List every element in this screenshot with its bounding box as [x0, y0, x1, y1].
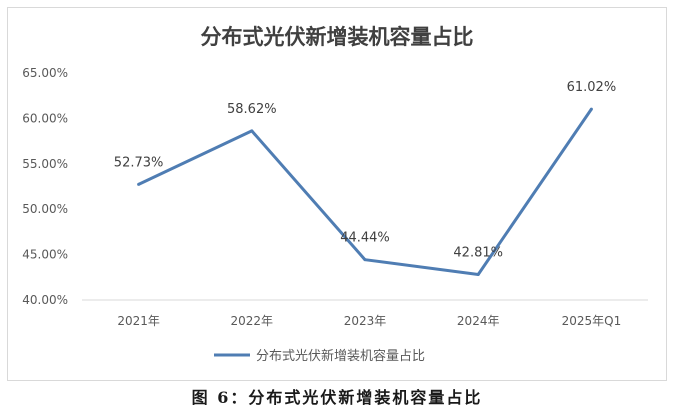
data-point: [137, 182, 141, 186]
x-tick-label: 2025年Q1: [562, 314, 622, 328]
y-tick-label: 40.00%: [22, 293, 68, 307]
y-tick-label: 50.00%: [22, 202, 68, 216]
y-tick-label: 55.00%: [22, 157, 68, 171]
legend-label: 分布式光伏新增装机容量占比: [256, 348, 425, 364]
data-point: [363, 258, 367, 262]
y-tick-label: 60.00%: [22, 111, 68, 125]
data-label: 58.62%: [227, 102, 277, 117]
x-tick-label: 2023年: [344, 314, 387, 328]
chart-title: 分布式光伏新增装机容量占比: [201, 25, 474, 49]
data-point: [476, 272, 480, 276]
chart-frame: [7, 7, 667, 381]
data-label: 44.44%: [340, 231, 390, 246]
data-label: 42.81%: [453, 245, 503, 260]
data-point: [589, 107, 593, 111]
legend: 分布式光伏新增装机容量占比: [214, 348, 425, 364]
x-tick-label: 2024年: [457, 314, 500, 328]
data-label: 61.02%: [567, 80, 617, 95]
data-point: [250, 129, 254, 133]
series-line: [137, 108, 593, 276]
y-tick-label: 65.00%: [22, 66, 68, 80]
x-tick-label: 2022年: [231, 314, 274, 328]
x-tick-label: 2021年: [117, 314, 160, 328]
data-label: 52.73%: [114, 155, 164, 170]
y-tick-label: 45.00%: [22, 248, 68, 262]
figure-caption: 图 6：分布式光伏新增装机容量占比: [191, 388, 483, 407]
line-chart: 分布式光伏新增装机容量占比 40.00% 45.00% 50.00% 55.00% 60…: [22, 25, 648, 364]
